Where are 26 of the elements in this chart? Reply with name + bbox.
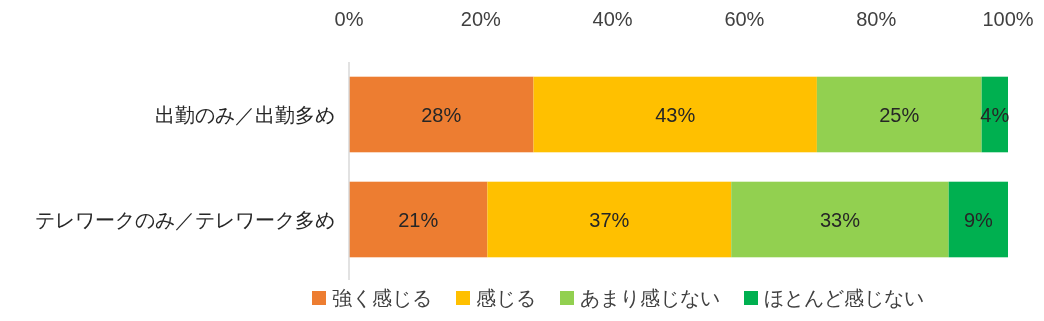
x-tick-label: 0% xyxy=(334,8,364,30)
legend-label: あまり感じない xyxy=(580,287,720,309)
y-tick-label: テレワークのみ／テレワーク多め xyxy=(35,208,335,231)
data-label: 9% xyxy=(963,208,994,231)
x-tick-label: 60% xyxy=(724,8,765,30)
bar xyxy=(533,76,817,153)
legend-label: 感じる xyxy=(476,287,536,309)
x-tick-label: 40% xyxy=(592,8,633,30)
bar xyxy=(948,181,1008,258)
bar xyxy=(349,76,534,153)
bar xyxy=(349,181,488,258)
data-label: 33% xyxy=(819,208,861,231)
data-label: 37% xyxy=(589,208,630,231)
legend-label: ほとんど感じない xyxy=(764,287,924,309)
data-label: 25% xyxy=(879,103,920,126)
bar xyxy=(487,181,732,258)
x-tick-label: 80% xyxy=(856,8,897,30)
data-label: 21% xyxy=(398,208,439,231)
y-tick-label: 出勤のみ／出勤多め xyxy=(155,103,335,126)
data-label: 28% xyxy=(421,103,462,126)
x-tick-label: 20% xyxy=(460,8,502,30)
data-label: 43% xyxy=(655,103,696,126)
bar xyxy=(731,181,949,258)
bar xyxy=(816,76,982,153)
legend-label: 強く感じる xyxy=(332,287,432,309)
x-tick-label: 100% xyxy=(982,8,1034,30)
